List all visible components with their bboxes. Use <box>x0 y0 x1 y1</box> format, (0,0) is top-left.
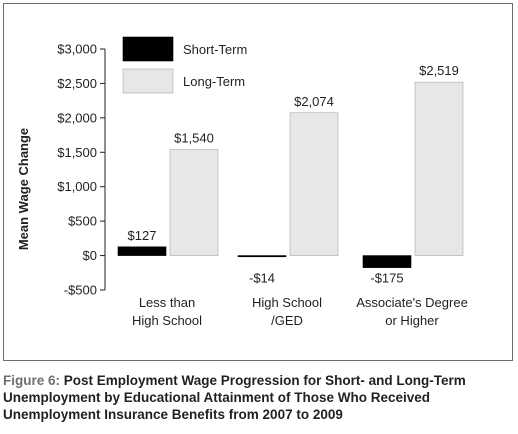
caption-lead: Figure 6: <box>3 373 61 388</box>
data-label: -$175 <box>370 271 403 286</box>
data-label: $2,074 <box>294 94 334 109</box>
x-category-labels: Less than High School High School/GED Assoc… <box>132 295 468 328</box>
y-tick-label: $2,500 <box>57 76 97 91</box>
data-labels: $127 -$14 -$175 $1,540 $2,074 $2,519 <box>128 63 459 285</box>
legend-swatch <box>122 68 174 94</box>
bar <box>237 255 287 258</box>
x-category-label: Associate's Degree <box>356 295 468 310</box>
bar <box>117 246 167 256</box>
data-label: $127 <box>128 228 157 243</box>
x-category-label: or Higher <box>385 313 439 328</box>
y-tick-label: -$500 <box>64 283 97 298</box>
bar-chart: $3,000 $2,500 $2,000 $1,500 $1,000 $500 $0 -$50… <box>16 36 468 328</box>
y-tick-label: $1,500 <box>57 145 97 160</box>
bar <box>362 255 412 268</box>
bar <box>169 149 219 256</box>
chart-frame: $3,000 $2,500 $2,000 $1,500 $1,000 $500 $0 -$50… <box>3 3 513 361</box>
data-label: $2,519 <box>419 63 459 78</box>
caption-text: Post Employment Wage Progression for Sho… <box>3 373 466 422</box>
data-label: $1,540 <box>174 131 214 146</box>
legend-label: Short-Term <box>183 42 247 57</box>
y-tick-label: $2,000 <box>57 110 97 125</box>
axes: $3,000 $2,500 $2,000 $1,500 $1,000 $500 $0 -$50… <box>57 42 106 298</box>
bars <box>117 81 464 268</box>
data-label: -$14 <box>249 271 275 286</box>
x-category-label: High School <box>252 295 322 310</box>
x-category-label: High School <box>132 313 202 328</box>
y-tick-label: $1,000 <box>57 179 97 194</box>
y-tick-label: $500 <box>68 214 97 229</box>
y-tick-label: $0 <box>83 248 97 263</box>
bar <box>289 112 339 256</box>
y-axis-label: Mean Wage Change <box>16 128 31 250</box>
bar <box>414 81 464 256</box>
x-category-label: Less than <box>139 295 195 310</box>
legend: Short-Term Long-Term <box>122 36 247 94</box>
x-category-label: /GED <box>271 313 303 328</box>
legend-swatch <box>122 36 174 62</box>
y-tick-label: $3,000 <box>57 42 97 57</box>
legend-label: Long-Term <box>183 74 245 89</box>
figure-caption: Figure 6: Post Employment Wage Progressi… <box>3 372 515 423</box>
